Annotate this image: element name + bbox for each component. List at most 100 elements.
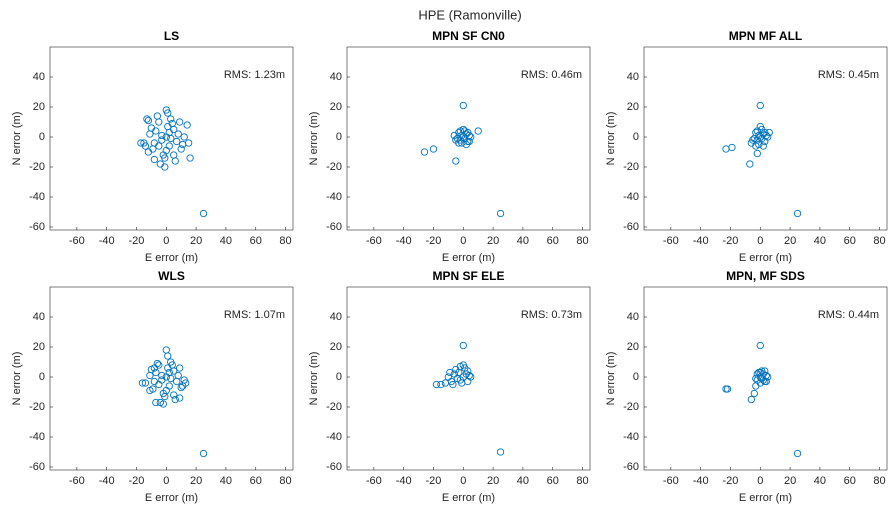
point xyxy=(179,382,187,390)
x-tick-label: -20 xyxy=(426,475,442,487)
point xyxy=(152,398,160,407)
figure-title: HPE (Ramonville) xyxy=(418,7,521,22)
point xyxy=(164,122,172,131)
point xyxy=(162,346,170,354)
subplot: MPN SF CN0 RMS: 0.46m E error (m) N error (… xyxy=(308,29,591,264)
x-tick-label: 60 xyxy=(844,475,856,487)
point xyxy=(759,142,767,150)
x-tick-label: 40 xyxy=(517,475,529,487)
y-tick-label: -60 xyxy=(623,461,639,473)
x-tick-label: -60 xyxy=(69,475,85,487)
subplot-title: MPN, MF SDS xyxy=(726,269,805,283)
point xyxy=(176,394,184,402)
point xyxy=(459,341,467,350)
y-tick-label: -60 xyxy=(623,221,639,233)
y-tick-label: 40 xyxy=(627,311,639,323)
y-tick-label: 20 xyxy=(330,341,342,353)
subplot: MPN, MF SDS RMS: 0.44m E error (m) N error … xyxy=(605,269,888,504)
y-tick-label: -20 xyxy=(326,161,342,173)
x-tick-label: -60 xyxy=(366,475,382,487)
point xyxy=(446,368,454,377)
x-axis-label: E error (m) xyxy=(145,492,198,504)
y-tick-label: -60 xyxy=(326,221,342,233)
x-tick-label: -40 xyxy=(99,475,115,487)
x-tick-label: 80 xyxy=(576,475,588,487)
y-tick-label: -20 xyxy=(29,161,45,173)
point xyxy=(161,154,169,162)
x-axis-label: E error (m) xyxy=(739,252,792,264)
point xyxy=(158,136,166,144)
point xyxy=(793,449,802,458)
y-tick-label: -20 xyxy=(29,401,45,413)
y-tick-label: -60 xyxy=(29,221,45,233)
x-tick-label: -60 xyxy=(69,235,85,247)
point xyxy=(170,391,178,399)
point xyxy=(761,367,769,375)
x-tick-label: 20 xyxy=(190,475,202,487)
point xyxy=(723,385,732,393)
point xyxy=(155,118,163,126)
y-tick-label: 20 xyxy=(33,341,45,353)
x-axis-label: E error (m) xyxy=(739,492,792,504)
point xyxy=(458,379,466,387)
x-tick-label: 0 xyxy=(757,475,763,487)
x-axis-label: E error (m) xyxy=(442,492,495,504)
point xyxy=(747,395,755,404)
x-axis-label: E error (m) xyxy=(145,252,198,264)
point xyxy=(174,130,182,138)
annotation: RMS: 0.44m xyxy=(818,309,879,321)
y-axis-label: N error (m) xyxy=(605,112,617,166)
y-tick-label: 0 xyxy=(39,131,45,143)
x-tick-label: 60 xyxy=(250,235,262,247)
point xyxy=(450,131,458,140)
x-tick-label: -40 xyxy=(99,235,115,247)
y-tick-label: -20 xyxy=(623,161,639,173)
annotation: RMS: 0.73m xyxy=(521,309,582,321)
point xyxy=(167,134,175,143)
point xyxy=(437,380,445,389)
y-tick-label: -40 xyxy=(623,431,639,443)
point xyxy=(141,379,150,387)
point xyxy=(137,139,145,147)
point xyxy=(747,139,755,147)
x-tick-label: 20 xyxy=(487,475,499,487)
point xyxy=(441,379,450,387)
y-tick-label: 20 xyxy=(627,341,639,353)
x-tick-label: 20 xyxy=(190,235,202,247)
x-tick-label: 0 xyxy=(460,235,466,247)
y-tick-label: -40 xyxy=(623,191,639,203)
point xyxy=(152,127,160,135)
subplot: WLS RMS: 1.07m E error (m) N error (m) -60 -4… xyxy=(11,269,294,504)
y-tick-label: 40 xyxy=(330,71,342,83)
point xyxy=(765,128,773,137)
x-tick-label: 40 xyxy=(517,235,529,247)
point xyxy=(149,145,157,153)
point xyxy=(496,209,505,218)
x-tick-label: 80 xyxy=(279,235,291,247)
point xyxy=(455,139,463,147)
y-tick-label: -60 xyxy=(29,461,45,473)
x-tick-label: -20 xyxy=(129,235,145,247)
point xyxy=(761,128,769,137)
subplot-title: WLS xyxy=(158,269,185,283)
x-tick-label: -40 xyxy=(396,235,412,247)
point xyxy=(173,377,181,386)
x-tick-label: 60 xyxy=(844,235,856,247)
point xyxy=(746,160,754,168)
point xyxy=(149,385,157,393)
x-tick-label: 40 xyxy=(220,475,232,487)
x-tick-label: 0 xyxy=(757,235,763,247)
x-tick-label: 40 xyxy=(814,475,826,487)
point xyxy=(444,373,453,381)
y-tick-label: 40 xyxy=(33,71,45,83)
point xyxy=(465,371,473,380)
x-tick-label: -60 xyxy=(366,235,382,247)
y-tick-label: 40 xyxy=(330,311,342,323)
point xyxy=(138,379,147,387)
y-tick-label: 20 xyxy=(33,101,45,113)
x-tick-label: 40 xyxy=(220,235,232,247)
point xyxy=(450,370,458,378)
x-tick-label: -20 xyxy=(723,475,739,487)
point xyxy=(464,128,472,137)
